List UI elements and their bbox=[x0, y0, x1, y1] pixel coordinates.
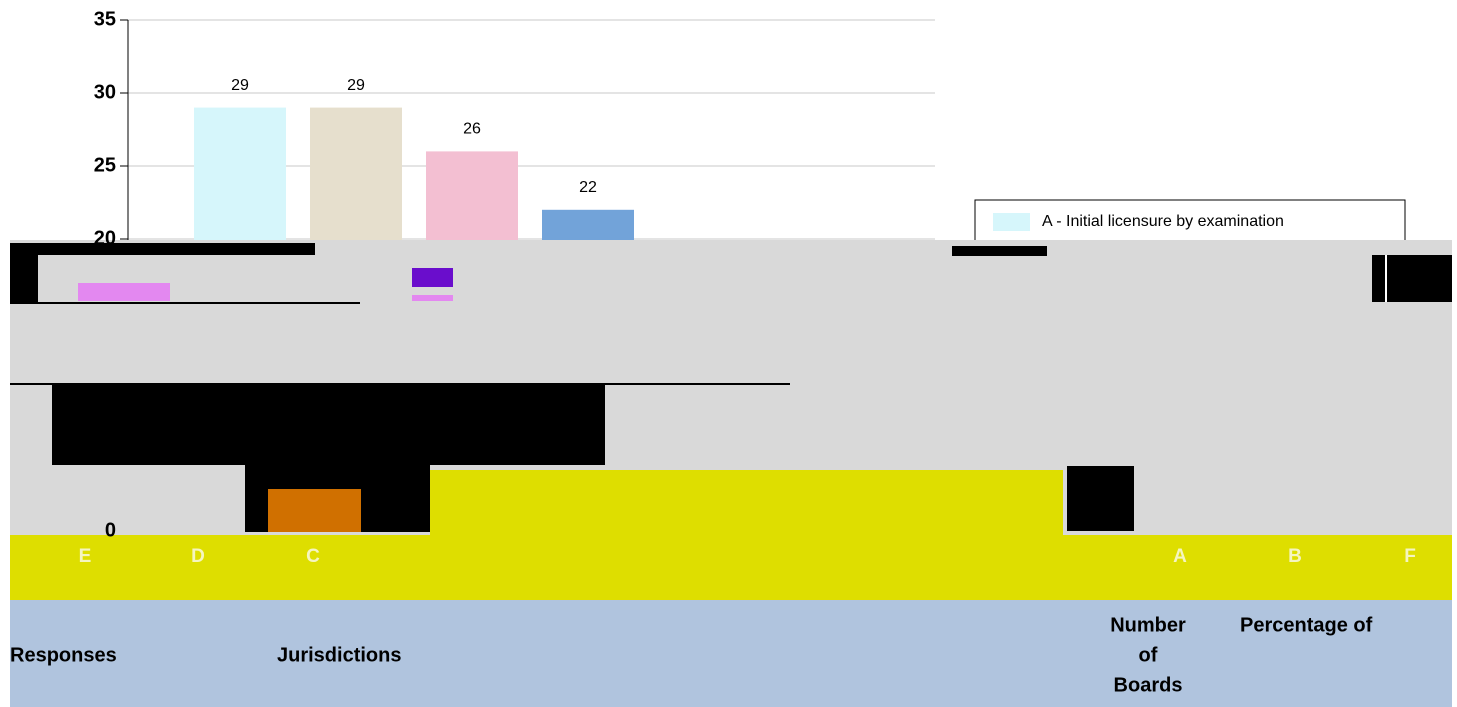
glitch-block bbox=[412, 268, 453, 287]
value-label: 29 bbox=[231, 77, 249, 94]
value-label: 22 bbox=[579, 179, 597, 196]
glitch-block bbox=[430, 470, 1063, 535]
x-label: D bbox=[191, 546, 205, 567]
value-label: 29 bbox=[347, 77, 365, 94]
header-jurisdictions: Jurisdictions bbox=[277, 644, 401, 666]
header-boards: Boards bbox=[1114, 674, 1183, 696]
legend-swatch bbox=[993, 213, 1030, 231]
glitch-block bbox=[268, 489, 361, 532]
glitch-block bbox=[78, 283, 170, 301]
glitch-block bbox=[10, 255, 38, 302]
glitch-block bbox=[412, 295, 453, 301]
x-label: F bbox=[1404, 546, 1416, 567]
value-label: 26 bbox=[463, 121, 481, 138]
table-header bbox=[10, 600, 1452, 707]
x-label: E bbox=[79, 546, 92, 567]
legend-label: A - Initial licensure by examination bbox=[1042, 213, 1284, 230]
labels: Responses Jurisdictions Number of Boards… bbox=[10, 8, 1416, 696]
x-label: B bbox=[1288, 546, 1302, 567]
glitch-block bbox=[1067, 466, 1134, 531]
glitch-line bbox=[10, 302, 360, 304]
header-responses: Responses bbox=[10, 644, 117, 666]
glitch-block bbox=[1385, 255, 1387, 302]
header-boards: Number bbox=[1110, 614, 1186, 636]
legend-box bbox=[974, 199, 1406, 243]
header-boards: of bbox=[1139, 644, 1158, 666]
axis-band bbox=[10, 535, 1452, 600]
glitch-block bbox=[10, 243, 315, 255]
y-tick-label: 20 bbox=[94, 227, 116, 249]
x-label: C bbox=[306, 546, 320, 567]
glitch-block bbox=[952, 246, 1047, 256]
y-tick-label: 35 bbox=[94, 8, 116, 30]
overlay bbox=[10, 240, 1452, 707]
y-tick-label: 0 bbox=[105, 519, 116, 541]
header-percentage: Percentage of bbox=[1240, 614, 1373, 636]
x-label: A bbox=[1173, 546, 1187, 567]
y-tick-label: 30 bbox=[94, 81, 116, 103]
glitch-block bbox=[1372, 255, 1452, 302]
y-tick-label: 25 bbox=[94, 154, 116, 176]
glitch-block bbox=[52, 383, 605, 465]
